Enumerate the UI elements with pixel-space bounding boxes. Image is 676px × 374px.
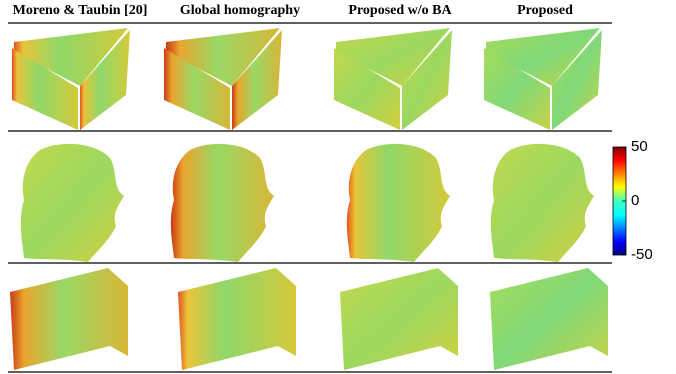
error-map xyxy=(12,28,130,130)
error-map xyxy=(178,268,296,370)
error-map xyxy=(164,28,282,130)
column-header: Moreno & Taubin [20] xyxy=(13,3,148,18)
error-map xyxy=(20,143,124,262)
column-header: Proposed xyxy=(517,3,573,18)
colorbar-tick-label: 50 xyxy=(631,138,648,155)
error-map xyxy=(334,28,452,130)
colorbar-tick-label: 0 xyxy=(631,192,639,209)
error-map xyxy=(490,143,594,262)
headers: Moreno & Taubin [20] Global homography P… xyxy=(13,3,573,18)
error-map xyxy=(340,268,458,370)
error-map xyxy=(490,268,608,370)
column-header: Proposed w/o BA xyxy=(348,3,452,18)
colorbar: 50 0 -50 xyxy=(612,138,653,263)
error-maps xyxy=(10,28,608,370)
error-map xyxy=(170,143,274,262)
error-map xyxy=(346,143,450,262)
column-header: Global homography xyxy=(180,3,300,18)
colorbar-tick-label: -50 xyxy=(631,246,653,263)
error-map xyxy=(484,28,602,130)
error-map xyxy=(10,268,128,370)
rules xyxy=(8,22,612,373)
